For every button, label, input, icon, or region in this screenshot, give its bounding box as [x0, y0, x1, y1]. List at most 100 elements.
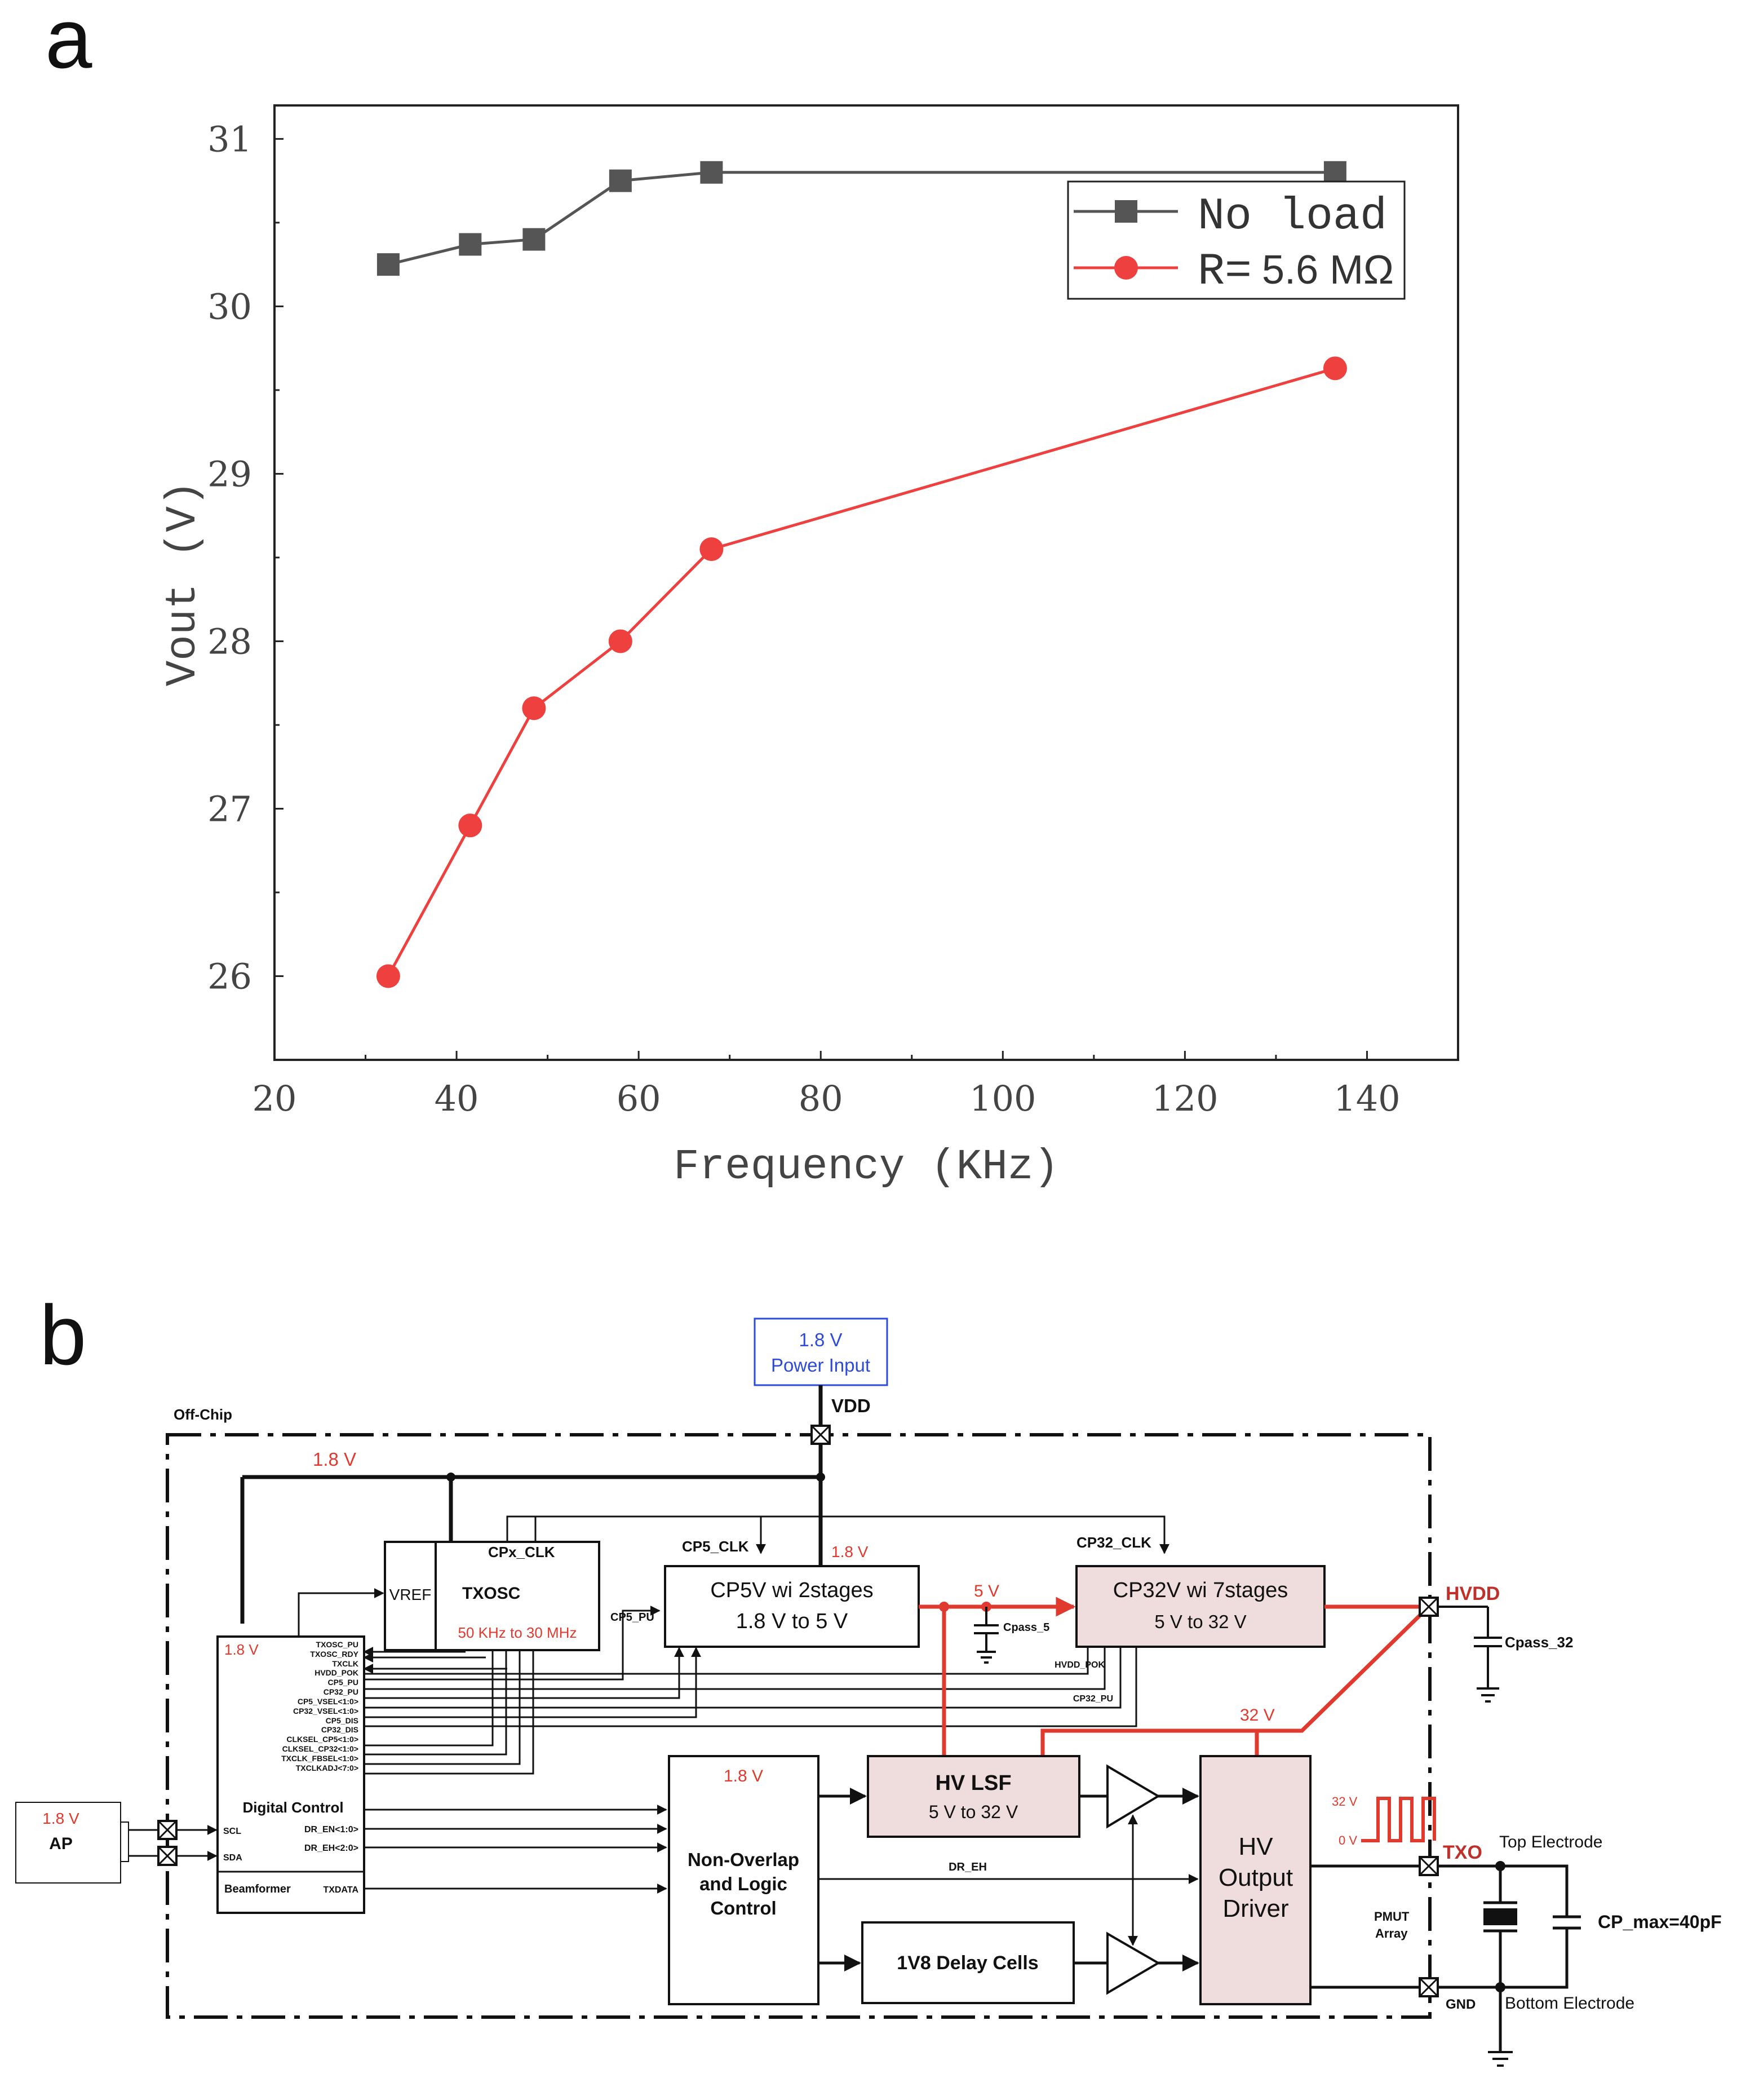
pad-icon [1419, 1856, 1439, 1876]
panel-b-label: b [39, 1288, 86, 1382]
digital-control-output-label: CP5_VSEL<1:0> [298, 1697, 358, 1706]
digital-control-output-label: CP32_DIS [321, 1725, 358, 1734]
top-electrode-label: Top Electrode [1499, 1833, 1602, 1851]
digital-control-box [216, 1635, 365, 1914]
block-diagram: Off-Chip 1.8 V Power Input VDD 1.8 V 1.8… [15, 1318, 1722, 2067]
data-point-no-load [700, 161, 723, 184]
ground-symbol [1488, 2051, 1513, 2067]
hvlsf-sub: 5 V to 32 V [929, 1802, 1018, 1822]
x-tick-label: 60 [617, 1078, 661, 1119]
digital-control-output-label: CP5_DIS [326, 1716, 358, 1725]
txdata-label: TXDATA [323, 1885, 358, 1895]
junction [1495, 1861, 1505, 1871]
y-tick-label: 26 [207, 956, 252, 997]
rail-1v8-label: 1.8 V [313, 1449, 356, 1470]
pad-icon [1419, 1977, 1439, 1997]
txo-label: TXO [1443, 1842, 1482, 1863]
cpass5-cap [974, 1607, 999, 1664]
data-point-loaded [376, 964, 400, 988]
legend-no-load-marker [1115, 200, 1137, 223]
nonoverlap-line3: Control [710, 1898, 776, 1918]
digital-control-output-label: CP32_PU [324, 1687, 358, 1696]
power-input-voltage: 1.8 V [799, 1329, 842, 1350]
y-tick-label: 30 [207, 286, 252, 327]
panel-a-label: a [45, 0, 92, 86]
x-tick-label: 40 [435, 1078, 479, 1119]
junction [446, 1473, 455, 1482]
hvdriver-line1: HV [1238, 1833, 1273, 1860]
control-wires [298, 1515, 1169, 1894]
data-point-loaded [699, 537, 724, 562]
vref-label: VREF [389, 1586, 432, 1603]
digital-control-title: Digital Control [242, 1799, 343, 1816]
digital-control-output-label: HVDD_POK [314, 1668, 358, 1677]
y-axis-ticks: 26 27 28 29 30 31 [207, 118, 283, 997]
buffer-bottom-triangle [1106, 1931, 1160, 1995]
pmut-element [1483, 1908, 1517, 1925]
cp-label: CP_max=40pF [1598, 1912, 1722, 1932]
pmut-line2: Array [1375, 1926, 1408, 1940]
hvlsf-title: HV LSF [935, 1771, 1011, 1795]
dr-eh-wire-label: DR_EH [949, 1861, 987, 1873]
cp5-pu-label: CP5_PU [610, 1611, 654, 1624]
nonoverlap-voltage: 1.8 V [724, 1767, 763, 1785]
cp5-voltage: 1.8 V [831, 1543, 869, 1560]
pmut-line1: PMUT [1374, 1909, 1410, 1924]
digital-control-output-label: TXCLK [332, 1659, 358, 1668]
nonoverlap-line1: Non-Overlap [688, 1849, 799, 1870]
x-axis-label: Frequency (KHz) [674, 1143, 1059, 1191]
vdd-label: VDD [831, 1395, 871, 1416]
nonoverlap-line2: and Logic [699, 1873, 787, 1894]
y-tick-label: 27 [207, 788, 252, 829]
data-point-loaded [1323, 356, 1347, 381]
junction [816, 1473, 825, 1482]
series-line-loaded [387, 366, 1336, 977]
pad-icon [157, 1846, 178, 1866]
hvlsf-box [867, 1755, 1080, 1838]
cp5-line1: CP5V wi 2stages [710, 1579, 873, 1602]
data-point-loaded [458, 814, 482, 838]
hvdriver-line3: Driver [1222, 1895, 1288, 1922]
power-input-box [754, 1318, 888, 1386]
digital-control-output-label: TXOSC_RDY [310, 1650, 358, 1659]
rail-5v [919, 1597, 1076, 1756]
bottom-electrode-label: Bottom Electrode [1505, 1994, 1634, 2013]
y-tick-label: 29 [207, 453, 252, 494]
x-tick-label: 80 [799, 1078, 843, 1119]
digital-control-outputs: TXOSC_PUTXOSC_RDYTXCLKHVDD_POKCP5_PUCP32… [281, 1640, 359, 1772]
data-point-no-load [609, 169, 632, 192]
v32-label: 32 V [1240, 1706, 1275, 1725]
delay-box [861, 1921, 1075, 2004]
legend-loaded-value: 5.6 MΩ [1262, 247, 1394, 293]
digital-control-output-label: CP5_PU [328, 1678, 358, 1687]
digital-control-output-label: CLKSEL_CP5<1:0> [286, 1735, 358, 1744]
wave-low: 0 V [1339, 1833, 1357, 1847]
pad-icon [810, 1425, 831, 1445]
ap-label: AP [49, 1834, 73, 1853]
txosc-title: TXOSC [462, 1584, 520, 1603]
delay-label: 1V8 Delay Cells [897, 1952, 1038, 1974]
y-tick-label: 31 [207, 118, 252, 160]
cpass5-label: Cpass_5 [1003, 1621, 1049, 1634]
beamformer-label: Beamformer [224, 1883, 291, 1895]
chip-boundary [166, 1433, 1432, 2019]
wave-high: 32 V [1332, 1794, 1358, 1809]
junction [939, 1602, 949, 1612]
legend-loaded-prefix: R= [1198, 246, 1252, 298]
digital-control-voltage: 1.8 V [224, 1641, 259, 1658]
digital-control-output-label: CP32_VSEL<1:0> [293, 1706, 358, 1716]
data-point-no-load [376, 253, 400, 276]
digital-control-output-label: TXCLKADJ<7:0> [296, 1763, 358, 1772]
cp32-line2: 5 V to 32 V [1154, 1611, 1246, 1632]
txosc-box [435, 1541, 600, 1651]
scl-label: SCL [223, 1827, 241, 1836]
sda-label: SDA [223, 1853, 242, 1863]
digital-control-output-label: CLKSEL_CP32<1:0> [282, 1744, 358, 1753]
signal-path [818, 1788, 1199, 1971]
power-input-label: Power Input [771, 1355, 870, 1376]
y-axis-label: Vout (V) [159, 481, 207, 687]
x-axis-ticks: 20 40 60 80 100 120 140 [252, 1051, 1401, 1119]
hvdd-pok-label: HVDD_POK [1055, 1660, 1105, 1670]
data-point-no-load [522, 228, 546, 251]
cp5-clk-label: CP5_CLK [682, 1538, 749, 1555]
